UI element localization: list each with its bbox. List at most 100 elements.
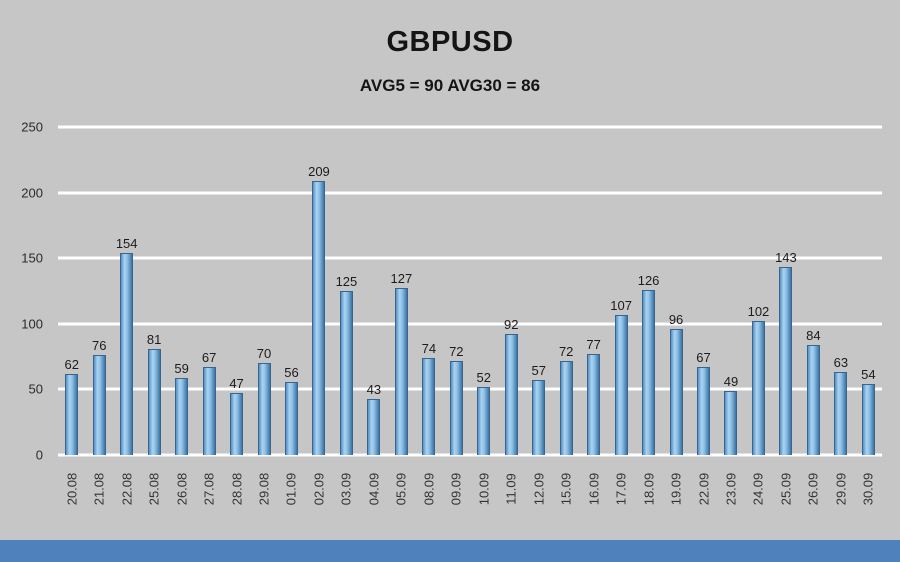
chart-title: GBPUSD: [386, 26, 514, 58]
bar-column: 43: [360, 127, 387, 455]
x-tick-label: 03.09: [338, 472, 354, 506]
bar-column: 49: [717, 127, 744, 455]
bar-value-label: 126: [637, 272, 660, 288]
bar: [532, 380, 546, 455]
x-tick-label: 12.09: [531, 472, 547, 506]
bar-value-label: 47: [229, 376, 244, 392]
bar-column: 209: [305, 127, 332, 455]
x-tick-label: 11.09: [503, 473, 519, 505]
bar-column: 52: [470, 127, 497, 455]
plot-area: [58, 125, 882, 457]
x-tick-label: 26.08: [174, 472, 190, 506]
bar: [861, 384, 875, 455]
y-tick-label: 150: [21, 250, 43, 266]
x-tick-cell: 02.09: [305, 459, 332, 519]
bar-value-label: 62: [64, 356, 79, 372]
y-tick-label: 100: [21, 316, 43, 332]
bar-column: 96: [662, 127, 689, 455]
bar-column: 127: [388, 127, 415, 455]
bar-column: 67: [690, 127, 717, 455]
x-tick-cell: 09.09: [443, 459, 470, 519]
bar-value-label: 67: [696, 350, 711, 366]
x-tick-label: 30.09: [860, 472, 876, 506]
bar-column: 56: [278, 127, 305, 455]
bar: [806, 344, 820, 455]
bar-column: 143: [772, 127, 799, 455]
bar-column: 84: [800, 127, 827, 455]
x-tick-cell: 26.09: [800, 459, 827, 519]
x-tick-cell: 03.09: [333, 459, 360, 519]
x-tick-label: 25.08: [146, 472, 162, 506]
bar-column: 72: [552, 127, 579, 455]
bar-value-label: 102: [747, 304, 770, 320]
x-tick-label: 20.08: [64, 472, 80, 506]
bar-value-label: 74: [421, 340, 437, 356]
bar-value-label: 49: [723, 373, 739, 389]
y-tick-label: 0: [35, 447, 43, 463]
bar-value-label: 125: [335, 274, 358, 289]
bar-value-label: 77: [586, 336, 601, 352]
x-tick-label: 05.09: [393, 472, 409, 506]
bar: [587, 353, 601, 455]
bar: [257, 363, 271, 455]
gridline: [58, 125, 882, 129]
bar: [724, 390, 738, 455]
bar: [504, 334, 518, 455]
bar-value-label: 96: [668, 312, 684, 328]
y-tick-label: 200: [21, 185, 43, 201]
bar: [147, 348, 161, 455]
x-tick-label: 22.08: [119, 472, 135, 506]
bar-column: 107: [607, 127, 634, 455]
bar: [394, 288, 408, 455]
bar: [367, 398, 381, 455]
bar-column: 92: [498, 127, 525, 455]
x-tick-label: 23.09: [723, 472, 739, 506]
x-tick-label: 09.09: [448, 472, 464, 506]
bar: [284, 381, 298, 455]
bar-value-label: 57: [531, 363, 546, 379]
bar-column: 72: [443, 127, 470, 455]
x-tick-cell: 23.09: [717, 459, 744, 519]
x-tick-label: 24.09: [750, 472, 766, 506]
bar: [614, 314, 628, 455]
bar-column: 63: [827, 127, 854, 455]
x-axis-labels: 20.08 21.08 22.08 25.08 26.08 27.08 28.08 29.08…: [58, 459, 882, 519]
x-tick-label: 26.09: [805, 472, 821, 506]
bar-column: 62: [58, 127, 85, 455]
bar-value-label: 76: [91, 338, 107, 354]
x-tick-cell: 11.09: [498, 459, 525, 519]
bar-value-label: 52: [476, 369, 491, 385]
x-tick-label: 29.09: [833, 472, 849, 506]
x-tick-cell: 17.09: [607, 459, 634, 519]
bar-value-label: 54: [861, 367, 876, 383]
bar-value-label: 43: [366, 381, 382, 397]
gridline: [58, 322, 882, 326]
bar: [92, 355, 106, 455]
bar: [230, 393, 244, 455]
x-tick-cell: 16.09: [580, 459, 607, 519]
bar-value-label: 92: [504, 317, 519, 333]
bar: [175, 377, 189, 455]
gridline: [58, 453, 882, 457]
bar-column: 76: [85, 127, 112, 455]
x-tick-cell: 05.09: [388, 459, 415, 519]
footer-bar: [0, 540, 900, 562]
bar: [65, 373, 79, 455]
bar-column: 67: [195, 127, 222, 455]
x-tick-cell: 25.09: [772, 459, 799, 519]
x-tick-label: 27.08: [201, 472, 217, 506]
bar-column: 47: [223, 127, 250, 455]
gridline: [58, 191, 882, 195]
x-tick-label: 02.09: [311, 472, 327, 506]
bar-column: 154: [113, 127, 140, 455]
bar-column: 125: [333, 127, 360, 455]
x-tick-cell: 12.09: [525, 459, 552, 519]
x-tick-label: 29.08: [256, 472, 272, 506]
y-axis-labels: 0 50 100 150 200 250: [0, 120, 52, 463]
bar: [339, 291, 353, 455]
bar-value-label: 84: [806, 327, 821, 343]
x-tick-cell: 10.09: [470, 459, 497, 519]
bar-column: 57: [525, 127, 552, 455]
bar-column: 77: [580, 127, 607, 455]
x-tick-cell: 25.08: [140, 459, 167, 519]
